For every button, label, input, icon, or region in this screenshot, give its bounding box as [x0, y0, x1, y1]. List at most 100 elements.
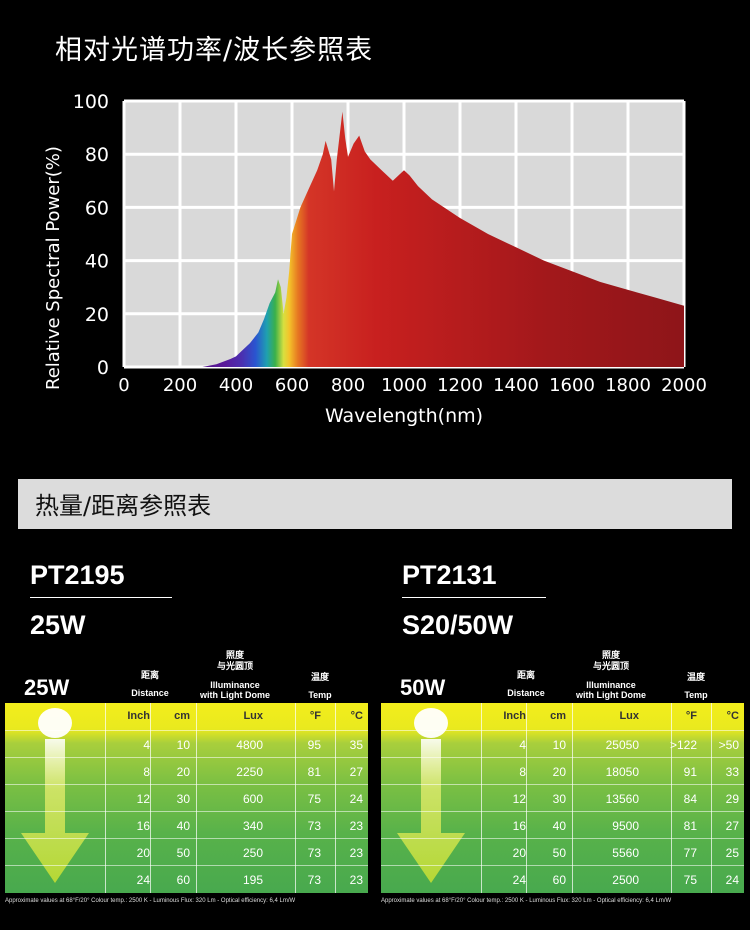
model-name-left: PT2195 — [30, 560, 125, 590]
table-cell: 600 — [242, 792, 263, 806]
table-cell: 9500 — [612, 819, 639, 833]
section-header-bar — [18, 479, 732, 529]
table-cell: 95 — [307, 738, 321, 752]
heat-distance-table-left: 25W 距离 Distance 照度 与光圆顶 Illuminance with Light… — [5, 640, 368, 912]
distance-en-header: Distance — [507, 688, 545, 698]
table-cell: 24 — [349, 792, 363, 806]
table-cell: 50 — [176, 846, 190, 860]
table-cell: 195 — [242, 873, 263, 887]
x-tick-label: 1200 — [437, 375, 483, 396]
table-cell: 13560 — [605, 792, 639, 806]
column-header: °C — [350, 710, 363, 722]
table-cell: 4 — [143, 738, 150, 752]
column-header: °C — [726, 710, 739, 722]
x-tick-label: 2000 — [661, 375, 707, 396]
temp-en-header: Temp — [684, 690, 708, 700]
table-cell: 60 — [176, 873, 190, 887]
table-cell: 12 — [136, 792, 150, 806]
table-cell: 73 — [307, 846, 321, 860]
illuminance-en-header-1: Illuminance — [586, 680, 636, 690]
table-cell: 27 — [725, 819, 739, 833]
distance-cn-header: 距离 — [516, 670, 535, 680]
wattage-left: 25W — [30, 610, 86, 640]
column-divider — [105, 703, 106, 893]
table-cell: 35 — [349, 738, 363, 752]
column-header: Lux — [619, 710, 639, 722]
column-divider — [196, 703, 197, 893]
illuminance-en-header-2: with Light Dome — [576, 690, 646, 700]
table-cell: 340 — [242, 819, 263, 833]
x-tick-label: 1800 — [605, 375, 651, 396]
model-divider-right — [402, 597, 546, 598]
footnote: Approximate values at 68°F/20° Colour te… — [5, 898, 296, 904]
table-cell: 75 — [307, 792, 321, 806]
spectral-power-area — [202, 111, 684, 367]
row-divider — [5, 730, 368, 731]
column-divider — [572, 703, 573, 893]
table-cell: 25050 — [605, 738, 639, 752]
table-cell: 84 — [683, 792, 697, 806]
wattage-tag: 50W — [400, 675, 446, 700]
table-cell: 60 — [552, 873, 566, 887]
row-divider — [381, 811, 744, 812]
row-divider — [381, 730, 744, 731]
column-divider — [335, 703, 336, 893]
axis-ticks: 0 200 400 600 800 1000 1200 1400 1600 1800 2000 0 20… — [73, 91, 707, 396]
table-cell: 33 — [725, 765, 739, 779]
x-tick-label: 200 — [163, 375, 197, 396]
table-cell: 40 — [176, 819, 190, 833]
x-tick-label: 800 — [331, 375, 365, 396]
table-cell: 40 — [552, 819, 566, 833]
row-divider — [381, 865, 744, 866]
column-header: cm — [550, 710, 566, 722]
page-title: 相对光谱功率/波长参照表 — [55, 35, 374, 66]
illuminance-en-header-2: with Light Dome — [200, 690, 270, 700]
table-cell: 73 — [307, 819, 321, 833]
model-divider-left — [30, 597, 172, 598]
table-cell: 10 — [552, 738, 566, 752]
row-divider — [5, 865, 368, 866]
wattage-right: S20/50W — [402, 610, 514, 640]
table-cell: 18050 — [605, 765, 639, 779]
y-tick-label: 40 — [85, 251, 109, 273]
table-cell: 2500 — [612, 873, 639, 887]
y-tick-label: 100 — [73, 91, 109, 113]
table-cell: 30 — [552, 792, 566, 806]
model-name-right: PT2131 — [402, 560, 497, 590]
table-cell: 20 — [552, 765, 566, 779]
heat-distance-table-right: 50W 距离 Distance 照度 与光圆顶 Illuminance with Light… — [381, 640, 744, 912]
y-tick-label: 60 — [85, 197, 109, 219]
table-cell: 2250 — [236, 765, 263, 779]
table-cell: 12 — [512, 792, 526, 806]
y-tick-label: 0 — [97, 357, 109, 379]
table-grid: Inch cm Lux °F °C 4 10 4800 95 35 8 20 2250 81 27 12 30 6… — [5, 703, 368, 893]
column-header: °F — [685, 710, 697, 722]
table-cell: 24 — [725, 873, 739, 887]
illuminance-cn-header-2: 与光圆顶 — [216, 661, 253, 671]
x-tick-label: 1600 — [549, 375, 595, 396]
distance-en-header: Distance — [131, 688, 169, 698]
table-cell: 4800 — [236, 738, 263, 752]
column-header: Lux — [243, 710, 263, 722]
x-tick-label: 0 — [118, 375, 129, 396]
y-tick-label: 20 — [85, 304, 109, 326]
spectral-power-chart: 0 200 400 600 800 1000 1200 1400 1600 1800 2000 0 20… — [43, 91, 707, 427]
row-divider — [381, 838, 744, 839]
footnote: Approximate values at 68°F/20° Colour te… — [381, 898, 672, 904]
x-tick-label: 1000 — [381, 375, 427, 396]
row-divider — [5, 811, 368, 812]
wattage-tag: 25W — [24, 675, 70, 700]
table-cell: 81 — [683, 819, 697, 833]
x-tick-label: 1400 — [493, 375, 539, 396]
table-cell: 4 — [519, 738, 526, 752]
table-cell: 8 — [519, 765, 526, 779]
table-cell: 30 — [176, 792, 190, 806]
temp-en-header: Temp — [308, 690, 332, 700]
y-tick-label: 80 — [85, 144, 109, 166]
temp-cn-header: 温度 — [310, 672, 329, 682]
spectral-area-series — [202, 111, 684, 367]
row-divider — [381, 757, 744, 758]
table-cell: 50 — [552, 846, 566, 860]
table-cell: 29 — [725, 792, 739, 806]
table-cell: 27 — [349, 765, 363, 779]
